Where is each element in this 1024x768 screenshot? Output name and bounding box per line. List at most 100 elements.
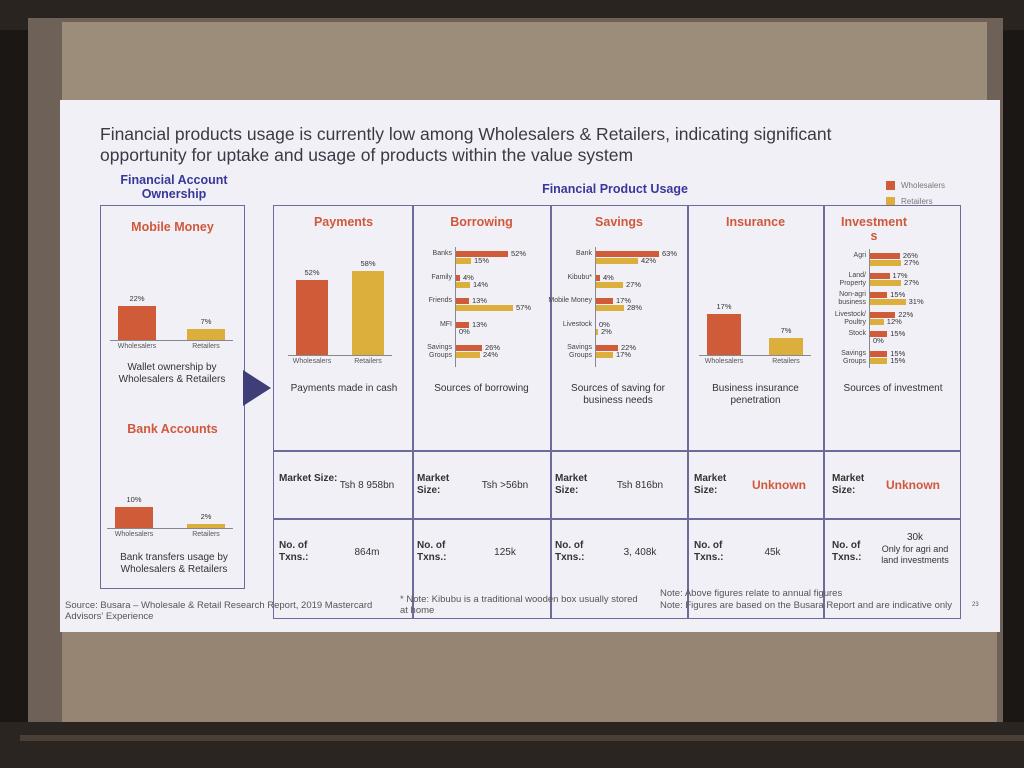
borrowing-label-savings-groups-retailers: 24% <box>483 350 499 359</box>
borrowing-market-label: Market Size: <box>417 473 450 496</box>
investments-label-agri-retailers: 27% <box>904 258 920 267</box>
borrowing-label-family-retailers: 14% <box>473 279 489 289</box>
payments-tick-wholesalers: Wholesalers <box>292 358 332 365</box>
investments-label-savings-groups-wholesalers: 15% <box>890 348 906 358</box>
borrowing-label-banks-wholesalers: 52% <box>511 249 527 258</box>
source-note: Source: Busara – Wholesale & Retail Rese… <box>65 600 373 622</box>
insurance-label-retailers: 7% <box>780 326 792 336</box>
borrowing-label-friends-retailers: 57% <box>516 303 532 312</box>
savings-txns-value: 3, 408k <box>623 547 657 558</box>
savings-cat-kibubu: Kibubu* <box>567 273 592 281</box>
borrowing-label-family-wholesalers: 4% <box>463 272 474 282</box>
kibubu-note: * Note: Kibubu is a traditional wooden b… <box>400 594 638 616</box>
savings-bar-bank-retailers <box>596 258 638 264</box>
insurance-caption: Business insurance penetration <box>712 383 799 406</box>
insurance-bar-retailers <box>769 338 803 355</box>
investments-market-value: Unknown <box>886 478 940 492</box>
insurance-market-label: Market Size: <box>694 473 727 496</box>
payments-caption: Payments made in cash <box>290 383 398 394</box>
mobile-money-axis <box>110 340 233 341</box>
slide-title: Financial products usage is currently lo… <box>100 124 832 165</box>
investments-bar-savings-groups-wholesalers <box>870 350 888 357</box>
investments-label-agri-wholesalers: 26% <box>902 251 918 260</box>
savings-label-savings-groups-wholesalers: 22% <box>621 343 637 352</box>
insurance-title: Insurance <box>725 215 786 229</box>
insurance-tick-wholesalers: Wholesalers <box>704 358 744 365</box>
borrowing-bar-mfi-wholesalers <box>456 321 469 328</box>
borrowing-cat-family: Family <box>431 273 452 281</box>
borrowing-bar-banks-wholesalers <box>456 251 508 257</box>
investments-bar-land-property-retailers <box>870 279 902 286</box>
usage-grid <box>273 205 961 619</box>
investments-label-land-property-retailers: 27% <box>904 277 920 287</box>
legend-swatch-retailers <box>886 197 895 207</box>
savings-market-label: Market Size: <box>555 473 588 496</box>
investments-axis <box>869 249 870 368</box>
savings-bar-kibubu-retailers <box>596 281 623 288</box>
savings-label-mobile-money-wholesalers: 17% <box>616 296 632 305</box>
investments-label-non-agri-business-retailers: 31% <box>908 297 924 306</box>
investments-label-livestock-poultry-retailers: 12% <box>886 316 902 326</box>
investments-bar-stock-wholesalers <box>870 331 888 337</box>
investments-bar-savings-groups-retailers <box>870 357 888 364</box>
right-arrow-icon <box>243 370 271 406</box>
borrowing-axis <box>455 247 456 367</box>
savings-cat-livestock: Livestock <box>562 320 592 328</box>
investments-bar-livestock-poultry-wholesalers <box>870 311 896 318</box>
payments-market-label: Market Size: <box>279 473 338 484</box>
insurance-txns-value: 45k <box>764 547 781 558</box>
legend-wholesalers: Wholesalers <box>886 178 945 194</box>
investments-label-stock-retailers: 0% <box>873 336 884 345</box>
payments-bar-retailers <box>352 270 384 355</box>
payments-label-retailers: 58% <box>360 258 376 268</box>
investments-bar-livestock-poultry-retailers <box>870 318 884 325</box>
indicative-note: Note: Figures are based on the Busara Re… <box>660 600 953 611</box>
investments-label-livestock-poultry-wholesalers: 22% <box>898 309 914 319</box>
screen-bottom-area <box>62 630 997 722</box>
grid-row-divider <box>273 450 961 452</box>
legend-label-wholesalers: Wholesalers <box>901 181 946 190</box>
grid-divider <box>687 205 689 619</box>
savings-cat-savings-groups: Savings Groups <box>567 344 592 359</box>
mobile-money-bar-wholesalers <box>118 305 156 340</box>
page-number: 23 <box>972 602 979 608</box>
payments-label-wholesalers: 52% <box>304 267 320 277</box>
annual-note: Note: Above figures relate to annual fig… <box>660 588 843 599</box>
mobile-money-title: Mobile Money <box>131 220 214 234</box>
savings-label-kibubu-retailers: 27% <box>626 279 642 289</box>
investments-txns-note: Only for agri and land investments <box>881 544 949 565</box>
grid-divider <box>550 205 552 619</box>
payments-txns-label: No. of Txns.: <box>279 540 309 563</box>
slide: Financial products usage is currently lo… <box>60 100 1000 632</box>
mobile-money-caption: Wallet ownership by Wholesalers & Retail… <box>118 362 226 385</box>
payments-bar-wholesalers <box>296 279 328 355</box>
payments-market-value: Tsh 8 958bn <box>339 480 395 491</box>
bank-accounts-label-retailers: 2% <box>200 511 212 521</box>
screen-rail <box>20 735 1024 741</box>
borrowing-txns-value: 125k <box>494 547 516 558</box>
borrowing-label-banks-retailers: 15% <box>474 256 490 265</box>
investments-txns-value: 30k <box>906 532 924 543</box>
insurance-tick-retailers: Retailers <box>772 358 800 365</box>
borrowing-label-savings-groups-wholesalers: 26% <box>485 343 501 352</box>
savings-label-bank-wholesalers: 63% <box>662 249 678 258</box>
savings-bar-mobile-money-retailers <box>596 305 624 311</box>
floor-strip <box>0 722 1024 768</box>
investments-label-non-agri-business-wholesalers: 15% <box>890 290 906 299</box>
savings-bar-kibubu-wholesalers <box>596 274 600 281</box>
mobile-money-tick-wholesalers: Wholesalers <box>117 343 157 350</box>
investments-bar-land-property-wholesalers <box>870 272 890 279</box>
investments-label-land-property-wholesalers: 17% <box>892 270 908 280</box>
borrowing-bar-savings-groups-wholesalers <box>456 345 482 351</box>
legend-label-retailers: Retailers <box>901 197 933 206</box>
payments-tick-retailers: Retailers <box>354 358 382 365</box>
bank-accounts-label-wholesalers: 10% <box>126 495 142 504</box>
savings-market-value: Tsh 816bn <box>616 480 664 491</box>
borrowing-bar-family-retailers <box>456 281 470 288</box>
savings-bar-livestock-retailers <box>596 328 598 335</box>
usage-header: Financial Product Usage <box>542 182 688 196</box>
mobile-money-label-wholesalers: 22% <box>129 293 145 303</box>
investments-cat-savings-groups: Savings Groups <box>841 349 866 365</box>
borrowing-caption: Sources of borrowing <box>434 383 529 394</box>
savings-bar-savings-groups-wholesalers <box>596 345 618 351</box>
